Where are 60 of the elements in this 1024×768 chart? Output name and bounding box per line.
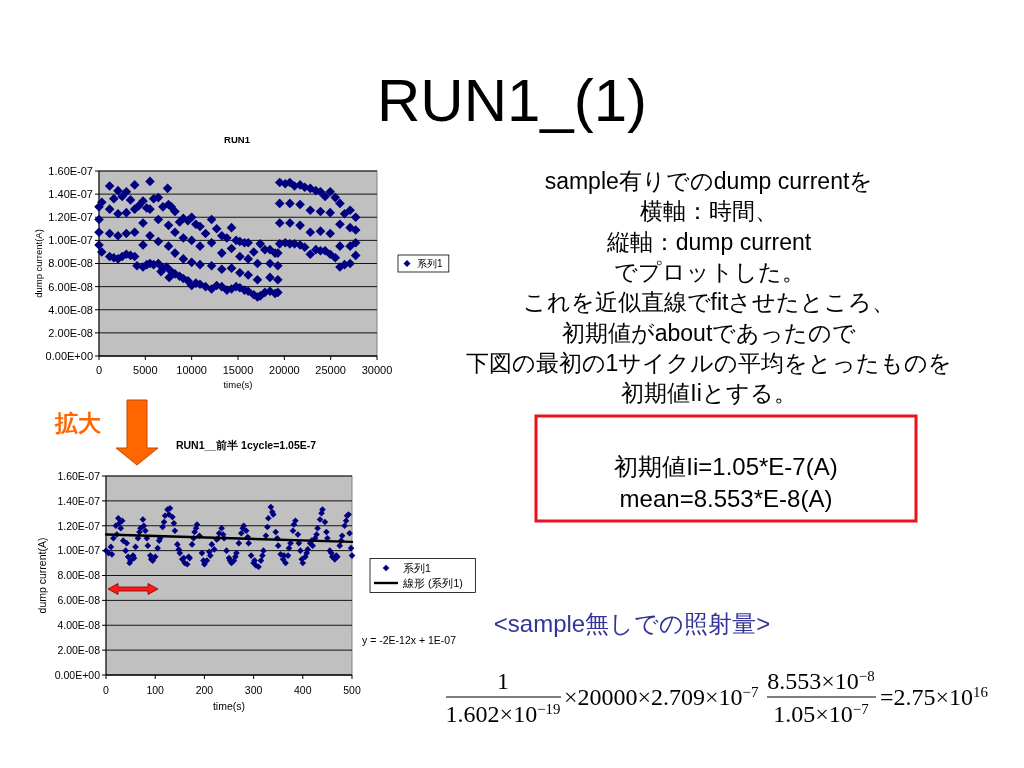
y-tick-label: 1.20E-07	[48, 211, 93, 224]
text: =2.75×10$^{16}$	[880, 684, 988, 710]
text: sample有りでのdump currentを	[544, 168, 874, 194]
legend-label: 系列1	[403, 561, 431, 574]
y-tick-label: 8.00E-08	[48, 257, 93, 270]
y-tick-label: 4.00E-08	[48, 303, 93, 316]
x-tick-label: 400	[294, 684, 312, 696]
text: y = -2E-12x + 1E-07	[362, 634, 457, 646]
text: 縦軸：dump current	[605, 228, 812, 255]
y-tick-label: 0.00E+00	[45, 349, 93, 362]
x-axis-title: time(s)	[223, 379, 253, 390]
y-tick-label: 8.00E-08	[57, 569, 101, 582]
y-tick-label: 1.20E-07	[57, 519, 101, 532]
text: でプロットした。	[613, 258, 805, 285]
y-tick-label: 6.00E-08	[48, 280, 93, 293]
text: ×20000×2.709×10$^{−7}$	[564, 684, 759, 710]
y-tick-label: 1.00E-07	[48, 234, 93, 247]
text: 初期値Iiとする。	[621, 380, 797, 407]
x-tick-label: 0	[95, 364, 103, 376]
x-tick-label: 15000	[222, 364, 254, 376]
x-tick-label: 200	[195, 684, 214, 696]
y-tick-label: 2.00E-08	[57, 643, 101, 656]
y-tick-label: 1.60E-07	[57, 469, 101, 482]
y-tick-label: 1.60E-07	[48, 164, 93, 177]
y-tick-label: 1.40E-07	[48, 188, 93, 201]
text: 初期値がaboutであったので	[561, 319, 857, 346]
text: 初期値Ii=1.05*E-7(A)	[614, 453, 838, 480]
y-axis-title: dump current(A)	[33, 229, 44, 298]
y-tick-label: 6.00E-08	[57, 594, 101, 607]
legend-label: 線形 (系列1)	[402, 576, 463, 589]
x-tick-label: 20000	[269, 364, 300, 376]
x-tick-label: 0	[103, 684, 110, 696]
x-tick-label: 5000	[133, 364, 158, 376]
x-axis-title: time(s)	[212, 700, 246, 712]
x-tick-label: 30000	[361, 364, 393, 376]
x-tick-label: 500	[343, 684, 361, 696]
y-tick-label: 2.00E-08	[48, 326, 93, 339]
y-tick-label: 0.00E+00	[54, 668, 101, 681]
y-tick-label: 4.00E-08	[57, 619, 101, 632]
x-tick-label: 25000	[315, 364, 346, 376]
chart-title: RUN1__前半 1cycle=1.05E-7	[175, 439, 317, 451]
legend-label: 系列1	[417, 258, 443, 270]
y-axis-title: dump current(A)	[36, 537, 48, 614]
text: 8.553×10$^{−8}$	[767, 668, 875, 694]
text: 拡大	[54, 410, 102, 436]
text: 1.05×10$^{−7}$	[773, 701, 870, 727]
y-tick-label: 1.40E-07	[57, 494, 101, 507]
text: RUN1_(1)	[376, 67, 648, 134]
text: 横軸：時間、	[640, 198, 778, 225]
x-tick-label: 10000	[176, 364, 207, 376]
text: これを近似直線でfitさせたところ、	[522, 289, 896, 316]
text: 1	[497, 668, 509, 694]
x-tick-label: 300	[244, 684, 263, 696]
text: mean=8.553*E-8(A)	[619, 484, 833, 512]
y-tick-label: 1.00E-07	[57, 544, 101, 557]
x-tick-label: 100	[146, 684, 165, 696]
text: 1.602×10$^{−19}$	[445, 701, 561, 727]
chart-title: RUN1	[224, 134, 251, 145]
text: 下図の最初の1サイクルの平均をとったものを	[465, 349, 953, 376]
text: <sample無しでの照射量>	[493, 610, 771, 637]
